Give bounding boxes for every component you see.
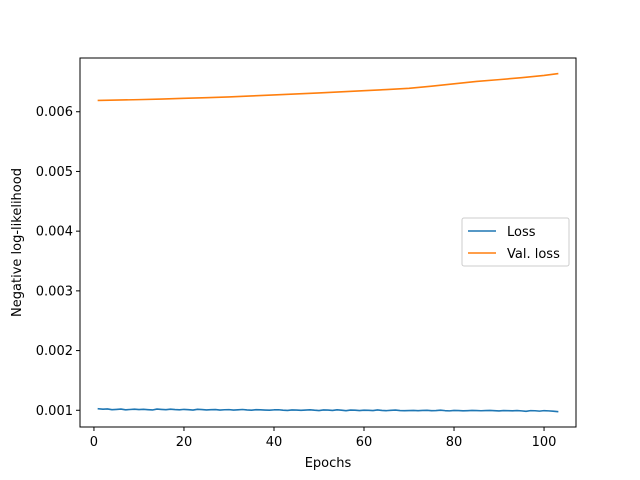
legend-label: Loss xyxy=(507,225,536,240)
y-tick-label: 0.005 xyxy=(36,165,73,180)
axes-frame xyxy=(79,57,577,428)
legend-box xyxy=(461,217,570,267)
y-tick-label: 0.006 xyxy=(36,105,73,120)
x-tick-label: 100 xyxy=(532,435,557,450)
x-axis-label: Epochs xyxy=(305,456,352,471)
legend-label: Val. loss xyxy=(507,247,560,262)
y-tick-label: 0.001 xyxy=(36,404,73,419)
x-tick-label: 40 xyxy=(266,435,283,450)
series-line-val-loss xyxy=(97,72,559,102)
legend-entries: Loss Val. loss xyxy=(468,225,560,262)
x-tick-label: 80 xyxy=(446,435,463,450)
y-tick-label: 0.003 xyxy=(36,284,73,299)
series-line-loss xyxy=(97,407,559,413)
series-layer xyxy=(97,72,559,413)
x-tick-label: 20 xyxy=(176,435,193,450)
x-tick-label: 0 xyxy=(90,435,98,450)
y-tick-label: 0.004 xyxy=(36,225,73,240)
y-axis-ticks: 0.001 0.002 0.003 0.004 0.005 0.006 xyxy=(36,105,80,419)
legend: Loss Val. loss xyxy=(461,217,570,267)
y-tick-label: 0.002 xyxy=(36,344,73,359)
y-axis-label: Negative log-likelihood xyxy=(10,168,25,317)
x-tick-label: 60 xyxy=(356,435,373,450)
x-axis-ticks: 0 20 40 60 80 100 xyxy=(90,427,557,450)
